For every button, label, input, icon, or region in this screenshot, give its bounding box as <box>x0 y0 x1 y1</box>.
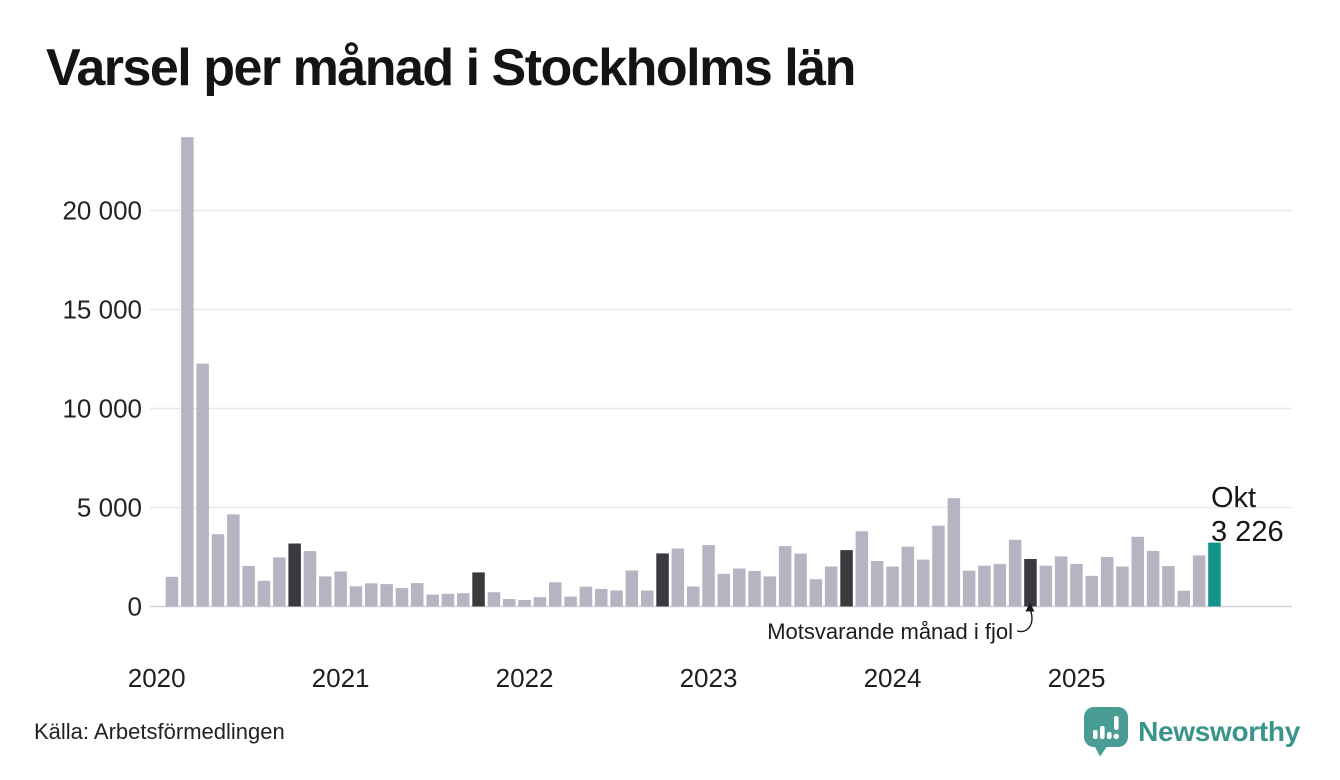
bar <box>978 565 991 607</box>
annotation-arrow <box>1016 609 1033 633</box>
annotation-text: Motsvarande månad i fjol <box>767 619 1013 644</box>
bar <box>1039 565 1053 607</box>
bar <box>165 576 179 607</box>
newsworthy-brand: Newsworthy <box>1083 706 1300 758</box>
y-axis-tick-label: 20 000 <box>62 196 142 226</box>
annotation-last-year: Motsvarande månad i fjol <box>767 602 1035 644</box>
bar <box>426 594 439 607</box>
bar <box>334 571 347 607</box>
bar <box>564 596 577 607</box>
newsworthy-logo-icon <box>1084 707 1129 757</box>
bar <box>487 592 501 607</box>
bar <box>1208 542 1221 607</box>
bar <box>809 579 823 607</box>
bar <box>733 568 746 607</box>
bar <box>395 588 409 607</box>
bar <box>1054 556 1068 607</box>
bar <box>196 363 209 607</box>
bar <box>824 566 838 607</box>
gridlines: 0 5 000 10 000 15 000 20 000 <box>62 196 1292 622</box>
x-axis-year-labels: 2020 2021 2022 2023 2024 2025 <box>128 663 1106 693</box>
bar <box>687 586 700 607</box>
source-note: Källa: Arbetsförmedlingen <box>34 719 285 744</box>
bar <box>932 525 945 607</box>
bar <box>1024 559 1037 607</box>
current-month-label: Okt <box>1211 482 1256 514</box>
y-axis-tick-label: 15 000 <box>62 295 142 325</box>
bar <box>610 590 623 607</box>
bar <box>533 597 547 607</box>
bar <box>595 588 608 607</box>
bar <box>227 514 240 607</box>
bar <box>717 573 731 607</box>
bar <box>472 572 485 607</box>
bar <box>319 576 332 607</box>
bar <box>181 137 194 607</box>
bars <box>165 137 1221 607</box>
bar <box>947 498 961 607</box>
current-value-text: 3 226 <box>1211 516 1284 548</box>
y-axis-tick-label: 5 000 <box>77 493 142 523</box>
bar <box>411 583 424 607</box>
bar <box>549 582 562 607</box>
bar <box>641 590 654 607</box>
brand-name: Newsworthy <box>1138 716 1300 747</box>
y-axis-tick-label: 10 000 <box>62 394 142 424</box>
bar <box>778 546 792 607</box>
bar <box>886 566 899 607</box>
bar <box>579 586 593 607</box>
bar <box>242 565 255 607</box>
x-axis-year-label: 2021 <box>312 663 370 693</box>
bar <box>962 570 976 607</box>
bar <box>211 534 225 607</box>
x-axis-year-label: 2024 <box>864 663 922 693</box>
bar <box>503 599 516 607</box>
bar <box>1085 575 1098 607</box>
bar <box>656 553 669 607</box>
bar <box>441 593 455 607</box>
bar <box>1146 550 1160 607</box>
bar <box>1131 536 1144 607</box>
bar <box>380 584 393 607</box>
x-axis-year-label: 2023 <box>680 663 738 693</box>
bar <box>855 531 869 607</box>
bar <box>303 551 317 607</box>
bar <box>1008 539 1022 607</box>
bar <box>993 563 1007 607</box>
bar <box>702 545 715 607</box>
x-axis-year-label: 2025 <box>1048 663 1106 693</box>
chart-title: Varsel per månad i Stockholms län <box>46 39 856 97</box>
y-axis-tick-label: 0 <box>128 592 142 622</box>
bar <box>1070 563 1083 607</box>
x-axis-year-label: 2022 <box>496 663 554 693</box>
bar <box>1192 555 1206 607</box>
bar <box>257 580 271 607</box>
bar <box>518 600 531 607</box>
bar <box>1177 590 1190 607</box>
bar <box>840 550 853 607</box>
current-value-label: Okt 3 226 <box>1211 482 1284 548</box>
bar <box>349 586 363 607</box>
bar <box>794 553 807 607</box>
bar <box>870 561 884 607</box>
bar <box>916 559 930 607</box>
bar <box>901 546 915 607</box>
bar <box>457 593 470 607</box>
bar <box>748 570 761 607</box>
bar <box>1116 566 1129 607</box>
bar <box>1162 566 1175 607</box>
bar <box>1100 557 1114 607</box>
annotation-arrowhead-icon <box>1025 602 1035 612</box>
x-axis-year-label: 2020 <box>128 663 186 693</box>
bar <box>625 570 639 607</box>
bar <box>365 583 378 607</box>
bar <box>288 543 301 607</box>
bar <box>671 548 685 607</box>
bar <box>763 576 777 607</box>
bar <box>273 557 286 607</box>
